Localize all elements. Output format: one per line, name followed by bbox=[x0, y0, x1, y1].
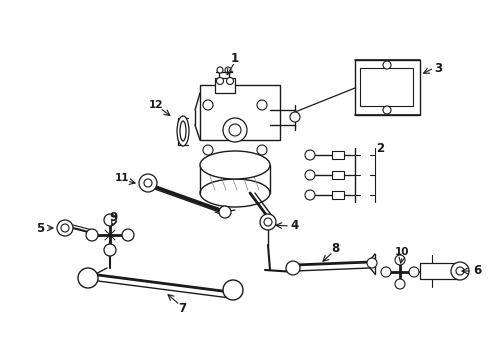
Circle shape bbox=[104, 214, 116, 226]
Bar bbox=[215, 78, 235, 93]
Circle shape bbox=[57, 220, 73, 236]
Circle shape bbox=[223, 280, 243, 300]
Bar bbox=[200, 85, 280, 140]
Circle shape bbox=[382, 61, 390, 69]
Text: 1: 1 bbox=[230, 51, 239, 64]
Circle shape bbox=[366, 258, 376, 268]
Circle shape bbox=[450, 262, 468, 280]
Circle shape bbox=[305, 150, 314, 160]
Circle shape bbox=[226, 77, 233, 85]
Text: 11: 11 bbox=[115, 173, 129, 183]
Text: 6: 6 bbox=[472, 264, 480, 276]
Circle shape bbox=[203, 100, 213, 110]
Bar bbox=[331, 171, 343, 179]
Circle shape bbox=[289, 112, 299, 122]
Text: 2: 2 bbox=[375, 141, 383, 154]
Text: 5: 5 bbox=[36, 221, 44, 234]
Circle shape bbox=[203, 145, 213, 155]
Circle shape bbox=[257, 145, 266, 155]
Circle shape bbox=[260, 214, 275, 230]
Text: 8: 8 bbox=[330, 242, 339, 255]
Circle shape bbox=[455, 267, 463, 275]
Circle shape bbox=[224, 67, 230, 73]
Circle shape bbox=[219, 206, 230, 218]
Circle shape bbox=[264, 218, 271, 226]
Circle shape bbox=[408, 267, 418, 277]
Text: 7: 7 bbox=[178, 302, 185, 315]
Circle shape bbox=[257, 100, 266, 110]
Ellipse shape bbox=[177, 116, 189, 146]
Circle shape bbox=[104, 244, 116, 256]
Bar bbox=[331, 191, 343, 199]
Text: 4: 4 bbox=[290, 219, 299, 231]
Circle shape bbox=[228, 124, 241, 136]
Circle shape bbox=[305, 170, 314, 180]
Text: 12: 12 bbox=[148, 100, 163, 110]
Circle shape bbox=[61, 224, 69, 232]
Circle shape bbox=[305, 190, 314, 200]
Circle shape bbox=[122, 229, 134, 241]
Circle shape bbox=[394, 255, 404, 265]
Bar bbox=[359, 68, 412, 106]
Circle shape bbox=[285, 261, 299, 275]
Circle shape bbox=[139, 174, 157, 192]
Text: 10: 10 bbox=[394, 247, 408, 257]
Bar bbox=[354, 60, 419, 115]
Circle shape bbox=[78, 268, 98, 288]
Ellipse shape bbox=[200, 151, 269, 179]
Circle shape bbox=[380, 267, 390, 277]
Ellipse shape bbox=[200, 179, 269, 207]
Circle shape bbox=[86, 229, 98, 241]
Circle shape bbox=[143, 179, 152, 187]
Circle shape bbox=[394, 279, 404, 289]
Circle shape bbox=[223, 118, 246, 142]
Circle shape bbox=[217, 67, 223, 73]
Bar bbox=[419, 263, 457, 279]
Text: 3: 3 bbox=[433, 62, 441, 75]
Text: 9: 9 bbox=[110, 211, 118, 224]
Circle shape bbox=[382, 106, 390, 114]
Bar bbox=[331, 151, 343, 159]
Ellipse shape bbox=[180, 121, 185, 141]
Circle shape bbox=[216, 77, 223, 85]
